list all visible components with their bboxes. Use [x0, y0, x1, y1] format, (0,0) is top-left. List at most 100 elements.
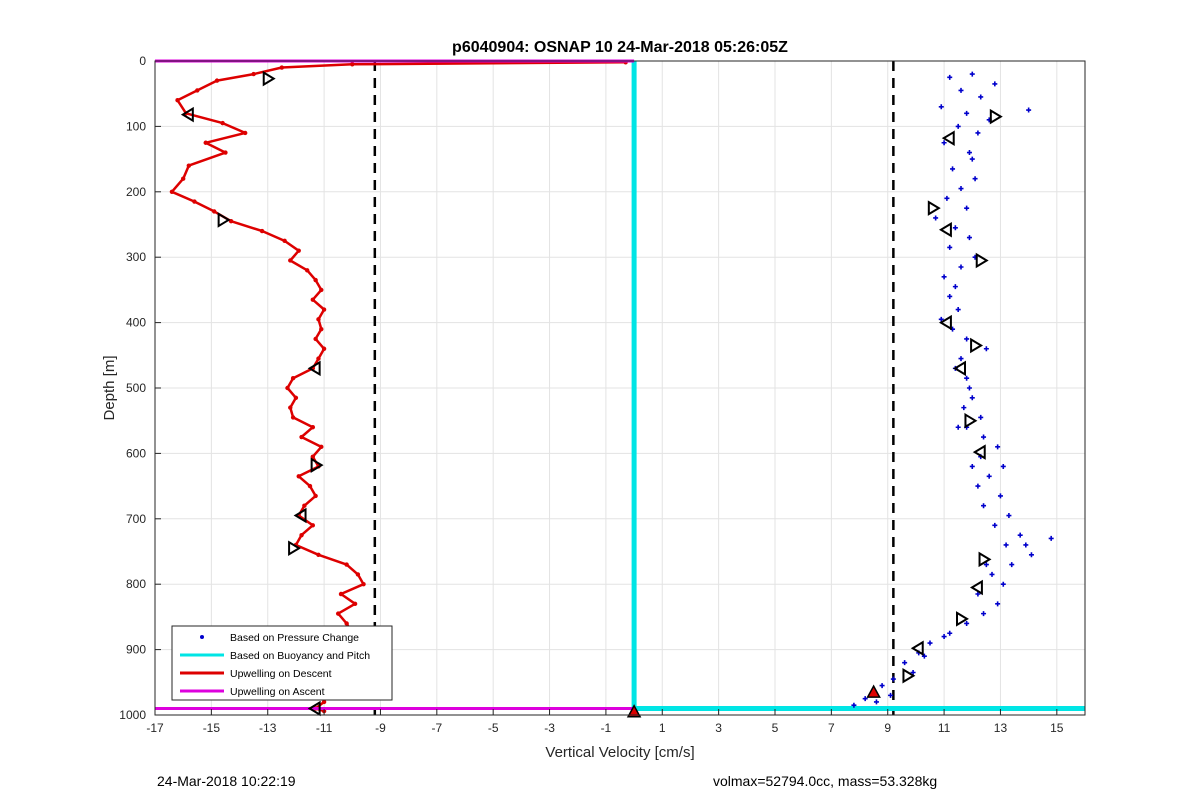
- triangle-marker: [307, 360, 321, 377]
- pressure-change-point: [947, 630, 953, 636]
- descent-point: [319, 326, 324, 332]
- pressure-change-point: [910, 669, 916, 675]
- pressure-change-point: [1023, 542, 1029, 548]
- descent-point: [282, 238, 287, 244]
- descent-point: [313, 336, 318, 342]
- pressure-change-point: [966, 235, 972, 241]
- red-triangle-marker: [626, 704, 642, 718]
- chart-title: p6040904: OSNAP 10 24-Mar-2018 05:26:05Z: [452, 39, 788, 56]
- pressure-change-point: [983, 562, 989, 568]
- grid-lines: [154, 60, 1085, 716]
- descent-point: [316, 317, 321, 322]
- pressure-change-point: [958, 186, 964, 192]
- pressure-change-point: [958, 264, 964, 270]
- pressure-change-point: [1000, 581, 1006, 587]
- legend-label: Based on Buoyancy and Pitch: [230, 650, 370, 662]
- legend-swatch: [200, 635, 204, 639]
- y-tick-label: 400: [126, 316, 146, 330]
- pressure-change-point: [981, 434, 987, 440]
- descent-point: [338, 591, 344, 597]
- pressure-change-point: [947, 293, 953, 299]
- descent-point: [242, 130, 248, 136]
- pressure-change-point: [966, 385, 972, 391]
- triangle-marker: [293, 507, 307, 524]
- y-tick-label: 600: [126, 446, 146, 460]
- x-axis-label: Vertical Velocity [cm/s]: [545, 744, 694, 761]
- pressure-change-point: [972, 176, 978, 182]
- descent-point: [220, 120, 225, 126]
- triangle-marker: [288, 540, 302, 556]
- descent-point: [251, 71, 256, 77]
- pressure-change-point: [983, 346, 989, 352]
- x-tick-label: 9: [884, 721, 891, 735]
- series-line-upwelling-descent: [170, 61, 626, 713]
- descent-point: [290, 415, 296, 420]
- pressure-change-point: [986, 473, 992, 479]
- descent-point: [296, 248, 301, 253]
- triangle-marker: [910, 640, 924, 657]
- x-tick-label: 3: [715, 721, 722, 735]
- pressure-change-point: [873, 699, 879, 705]
- pressure-change-point: [958, 356, 964, 362]
- x-tick-label: 7: [828, 721, 835, 735]
- pressure-change-point: [1048, 535, 1054, 541]
- pressure-change-point: [964, 375, 970, 381]
- descent-point: [288, 258, 293, 263]
- x-tick-label: -5: [488, 721, 499, 735]
- series-line-buoyancy-pitch: [631, 61, 1085, 711]
- pressure-change-point: [955, 123, 961, 129]
- triangle-marker: [941, 130, 955, 146]
- pressure-change-point: [902, 660, 908, 666]
- triangle-marker: [964, 412, 978, 429]
- pressure-change-point: [1028, 552, 1034, 558]
- descent-point: [316, 552, 321, 557]
- pressure-change-point: [944, 195, 950, 201]
- descent-point: [203, 140, 208, 145]
- pressure-change-point: [978, 414, 984, 420]
- triangle-marker: [972, 444, 986, 460]
- pressure-change-point: [1026, 107, 1032, 113]
- y-tick-label: 1000: [119, 708, 146, 722]
- pressure-change-point: [975, 130, 981, 136]
- descent-point: [316, 356, 321, 361]
- triangle-marker: [970, 337, 984, 354]
- x-tick-label: 13: [994, 721, 1008, 735]
- y-axis-label: Depth [m]: [101, 355, 118, 420]
- pressure-change-point: [966, 150, 972, 156]
- red-triangle-marker: [866, 684, 881, 698]
- pressure-change-point: [1006, 513, 1012, 519]
- descent-point: [223, 150, 228, 155]
- pressure-change-point: [952, 225, 958, 231]
- descent-point: [310, 454, 316, 459]
- x-tick-label: 5: [772, 721, 779, 735]
- pressure-change-point: [947, 244, 953, 250]
- triangle-marker: [956, 611, 969, 627]
- triangle-marker: [310, 457, 324, 473]
- descent-point: [310, 297, 316, 302]
- descent-point: [313, 493, 318, 499]
- pressure-change-point: [1017, 532, 1023, 538]
- pressure-change-point: [978, 94, 984, 100]
- descent-point: [279, 65, 285, 70]
- pressure-change-point: [888, 692, 894, 698]
- descent-point: [361, 582, 366, 587]
- pressure-change-point: [851, 702, 857, 708]
- triangle-marker: [938, 314, 952, 331]
- pressure-change-point: [955, 307, 961, 313]
- y-tick-label: 800: [126, 577, 146, 591]
- descent-point: [321, 699, 327, 705]
- pressure-change-point: [997, 493, 1003, 499]
- y-tick-label: 500: [126, 381, 146, 395]
- triangle-marker: [180, 106, 194, 123]
- descent-point: [214, 78, 220, 83]
- y-tick-label: 700: [126, 512, 146, 526]
- marker-layer: [180, 70, 1003, 718]
- pressure-change-point: [981, 503, 987, 509]
- descent-point: [344, 562, 349, 567]
- pressure-change-point: [975, 591, 981, 597]
- pressure-change-point: [964, 205, 970, 211]
- descent-point: [335, 611, 341, 616]
- x-tick-label: -3: [544, 721, 555, 735]
- descent-point: [180, 176, 186, 181]
